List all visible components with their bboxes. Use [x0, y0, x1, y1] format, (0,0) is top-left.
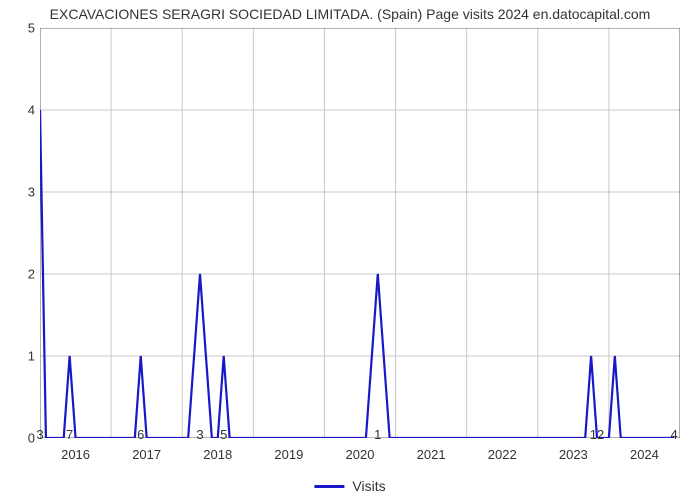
x-data-label: 4 [670, 427, 677, 442]
x-data-label: 5 [220, 427, 227, 442]
grid-group [40, 28, 680, 438]
x-tick-label: 2023 [559, 447, 588, 462]
y-tick-label: 1 [28, 349, 35, 364]
y-tick-label: 3 [28, 185, 35, 200]
x-tick-label: 2017 [132, 447, 161, 462]
x-tick-label: 2024 [630, 447, 659, 462]
x-tick-label: 2018 [203, 447, 232, 462]
x-tick-label: 2022 [488, 447, 517, 462]
x-tick-label: 2020 [346, 447, 375, 462]
legend-label: Visits [352, 478, 385, 494]
y-tick-label: 4 [28, 103, 35, 118]
y-tick-label: 2 [28, 267, 35, 282]
chart-title: EXCAVACIONES SERAGRI SOCIEDAD LIMITADA. … [0, 6, 700, 22]
y-tick-label: 5 [28, 21, 35, 36]
legend: Visits [314, 478, 385, 494]
y-tick-label: 0 [28, 431, 35, 446]
legend-swatch [314, 485, 344, 488]
x-data-label: 6 [137, 427, 144, 442]
axis-group [40, 28, 680, 438]
x-tick-label: 2019 [274, 447, 303, 462]
plot-area [40, 28, 680, 438]
x-data-label: 12 [590, 427, 604, 442]
x-data-label: 3 [36, 427, 43, 442]
x-data-label: 1 [374, 427, 381, 442]
x-tick-label: 2021 [417, 447, 446, 462]
x-tick-label: 2016 [61, 447, 90, 462]
chart-svg [40, 28, 680, 438]
chart-container: EXCAVACIONES SERAGRI SOCIEDAD LIMITADA. … [0, 0, 700, 500]
x-data-label: 3 [196, 427, 203, 442]
x-data-label: 7 [66, 427, 73, 442]
